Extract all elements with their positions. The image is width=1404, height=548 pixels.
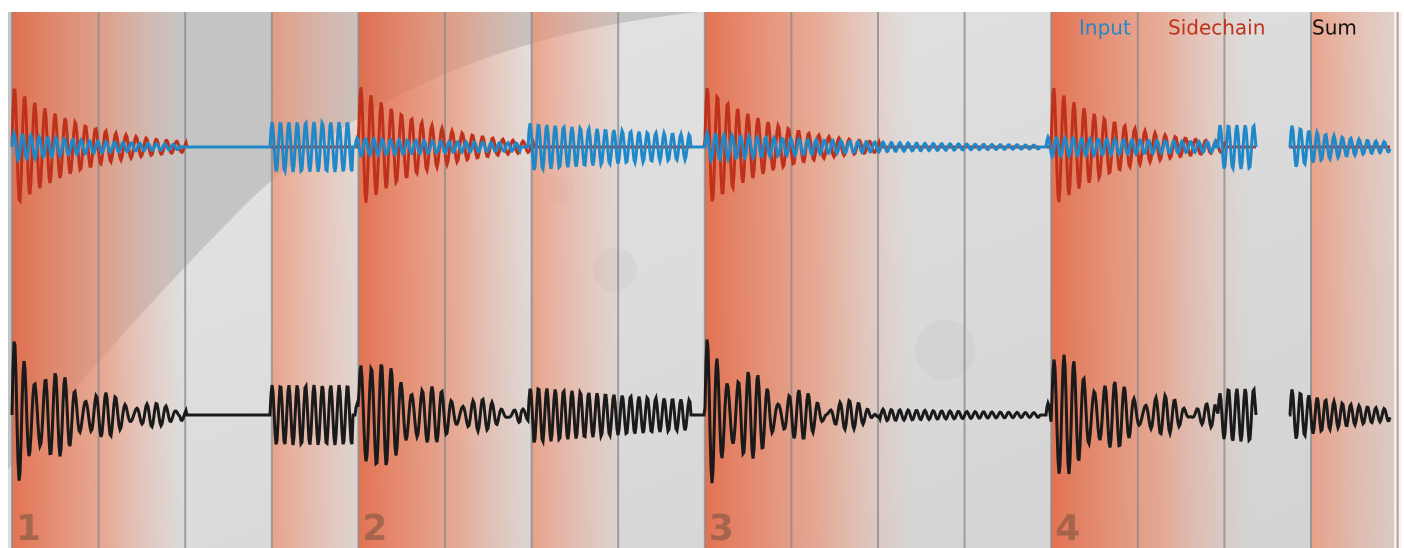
bar-number: 3 [709, 508, 734, 548]
bar-number: 2 [362, 508, 387, 548]
highlight-band [272, 12, 359, 548]
crater [915, 320, 975, 380]
bar-number: 1 [16, 508, 41, 548]
legend-sidechain[interactable]: Sidechain [1168, 16, 1265, 40]
highlight-band [358, 12, 540, 548]
highlight-band [1051, 12, 1250, 548]
page: 1234 Input Sidechain Sum (() => { const … [0, 0, 1404, 548]
bar-number: 4 [1055, 508, 1080, 548]
waveform-view: 1 2 3 4 Input Sidechain Sum [0, 0, 1404, 548]
legend-input[interactable]: Input [1079, 16, 1131, 40]
legend-sum[interactable]: Sum [1312, 16, 1357, 40]
highlight-band [1311, 12, 1402, 548]
highlight-band [532, 12, 619, 548]
highlight-band [705, 12, 913, 548]
